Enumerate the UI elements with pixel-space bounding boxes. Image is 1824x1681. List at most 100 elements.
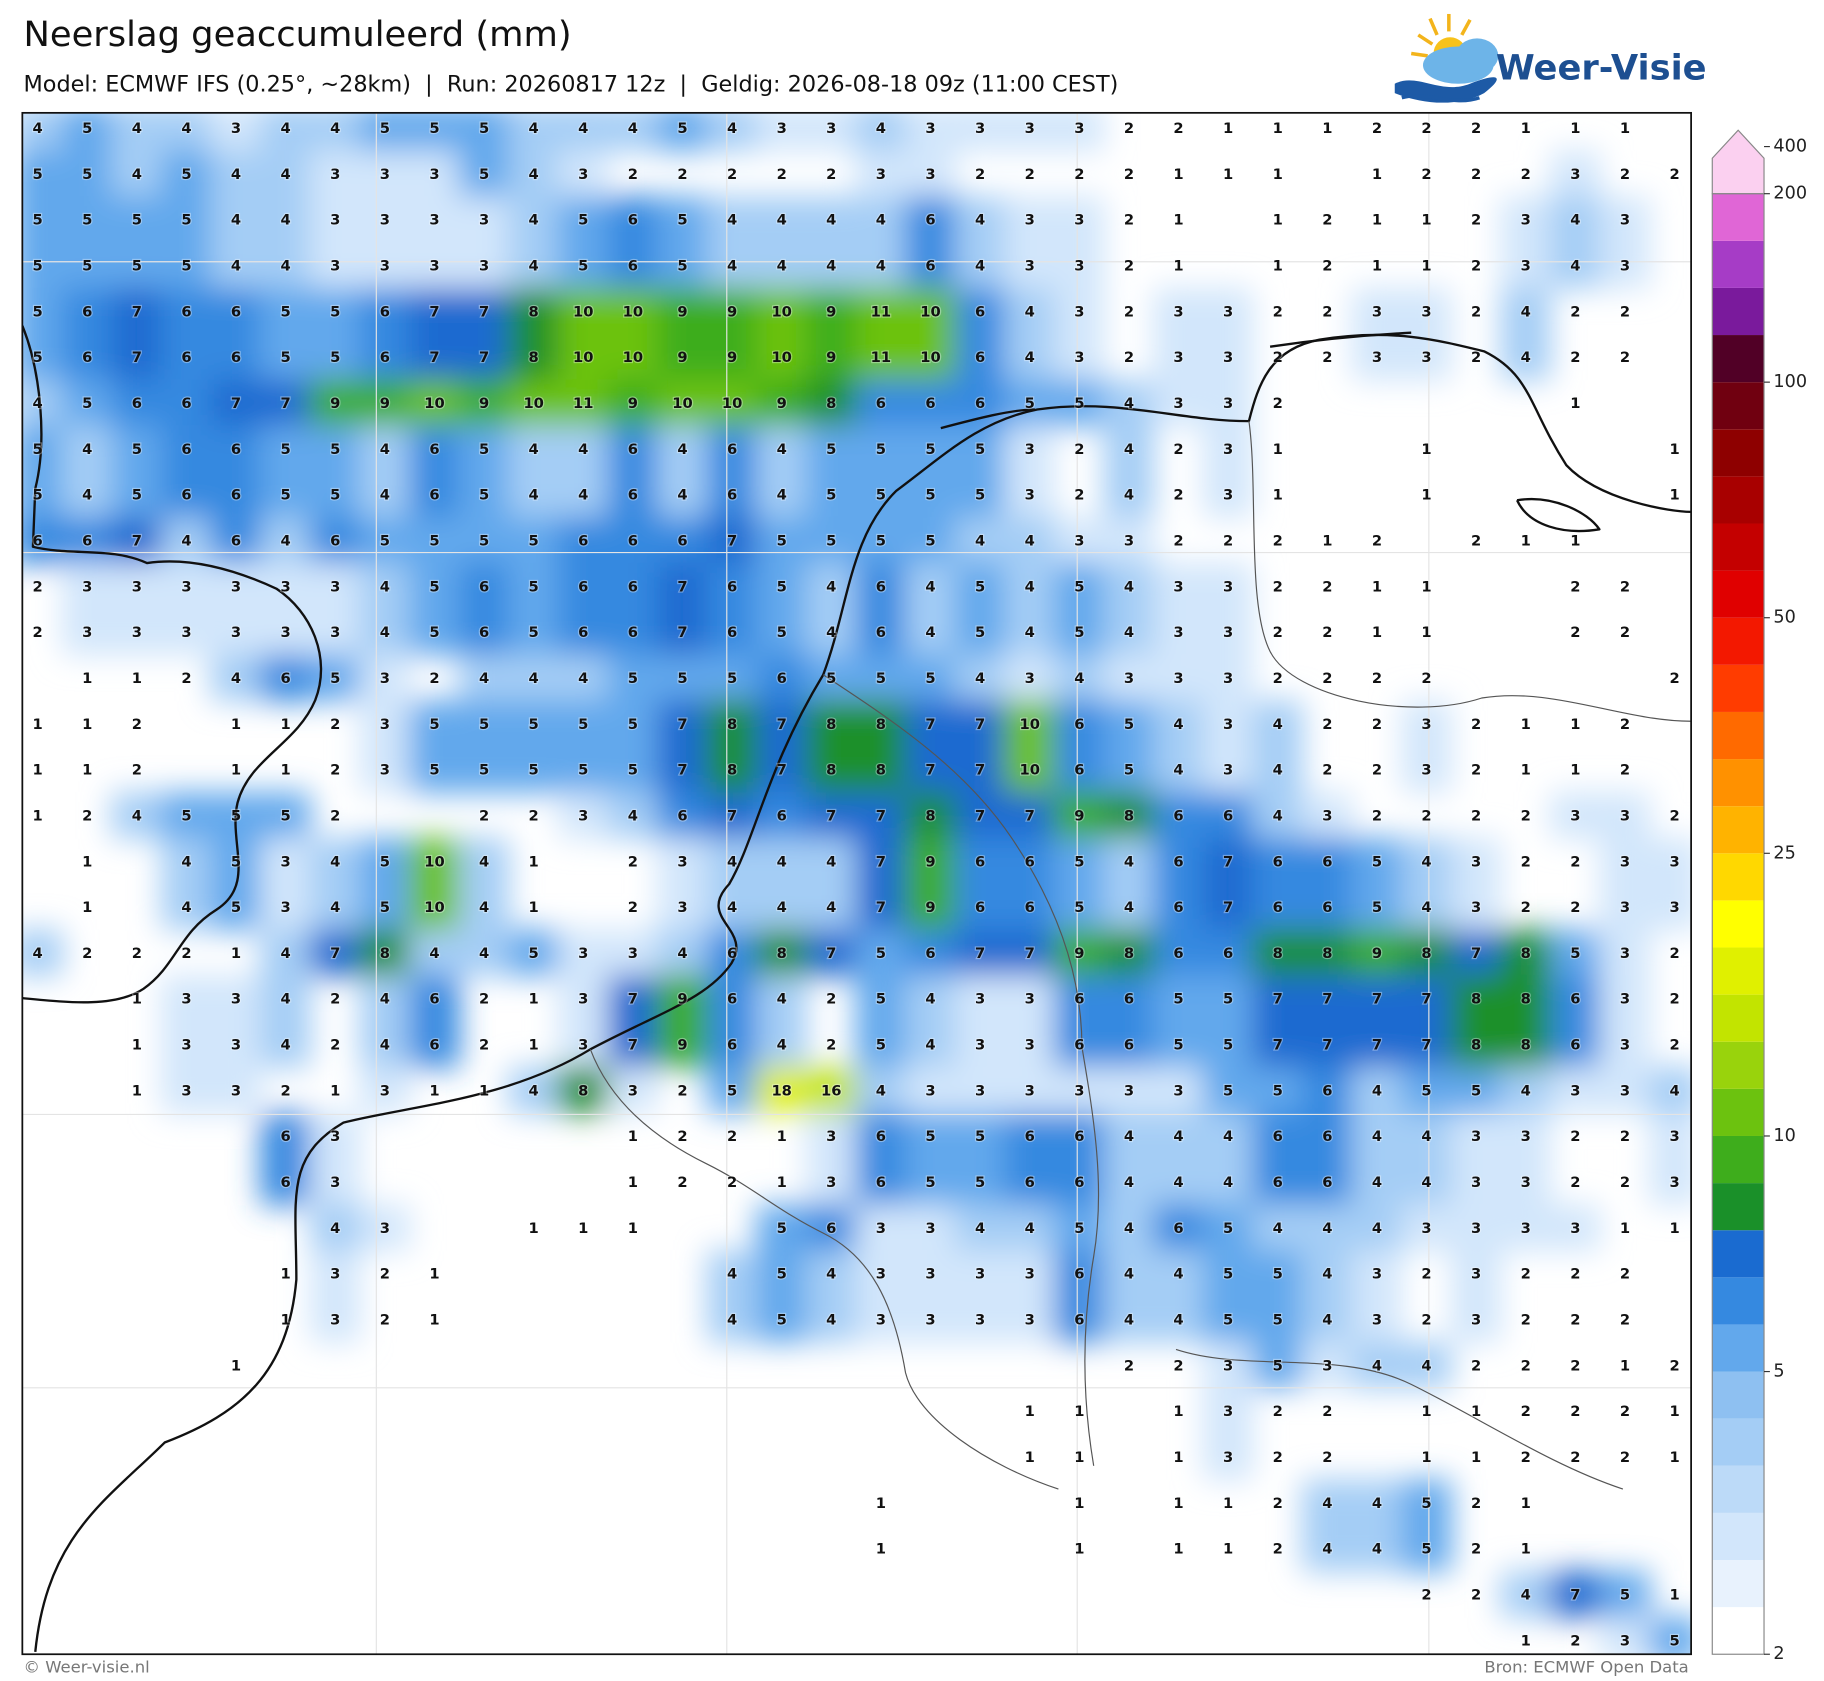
precip-cell [657,425,708,473]
precip-cell [309,425,361,473]
precip-value: 10 [424,899,444,916]
precip-cell [1004,745,1056,793]
precip-value: 2 [1124,303,1134,320]
precip-value: 4 [1372,1082,1382,1099]
precip-value: 3 [1173,395,1183,412]
precip-cell [1004,1020,1056,1068]
precip-value: 4 [1322,1312,1332,1329]
precip-value: 4 [876,1082,886,1099]
precip-cell [905,196,956,244]
precip-value: 3 [380,1220,390,1237]
precip-value: 2 [1570,1403,1580,1420]
precip-cell [657,700,708,748]
precip-value: 3 [1322,808,1332,825]
precip-cell [905,1020,956,1068]
precip-cell [607,791,659,839]
precip-value: 8 [1322,945,1332,962]
precip-value: 2 [1173,533,1183,550]
precip-value: 5 [1620,1587,1630,1604]
precip-cell [1301,1158,1353,1206]
precip-value: 9 [677,1037,687,1054]
precip-cell [607,471,659,519]
precip-value: 5 [82,212,92,229]
precip-value: 4 [975,1220,985,1237]
precip-value: 2 [1372,533,1382,550]
precip-value: 2 [1620,1174,1630,1191]
precip-cell [458,929,510,977]
precip-cell [309,1295,361,1343]
precip-cell [1202,1066,1254,1114]
precip-cell [458,425,510,473]
precip-value: 4 [181,899,191,916]
precip-value: 1 [1570,716,1580,733]
precip-value: 1 [1173,1449,1183,1466]
precip-value: 3 [1223,716,1233,733]
precip-value: 1 [429,1082,439,1099]
precip-value: 6 [181,487,191,504]
precip-value: 2 [1471,533,1481,550]
precip-value: 6 [231,533,241,550]
precip-cell [22,379,64,427]
precip-cell [359,287,411,335]
precip-cell [1053,1158,1105,1206]
precip-cell [359,883,411,931]
precip-value: 8 [1421,945,1431,962]
precip-cell [756,1066,808,1114]
precip-value: 2 [1570,1357,1580,1374]
precip-value: 7 [231,395,241,412]
precip-cell [756,837,808,885]
precip-value: 5 [1421,1541,1431,1558]
precip-cell [1351,975,1403,1023]
precip-cell [1500,333,1552,381]
precip-value: 3 [330,1174,340,1191]
precip-value: 1 [281,1266,291,1283]
precip-cell [855,1204,907,1252]
precip-value: 4 [529,212,539,229]
precip-value: 4 [231,166,241,183]
precip-value: 5 [82,166,92,183]
precip-value: 3 [380,212,390,229]
precip-cell [706,287,758,335]
precip-value: 1 [1421,578,1431,595]
precip-value: 3 [380,670,390,687]
precip-value: 1 [1273,212,1283,229]
precip-value: 6 [479,578,489,595]
precip-value: 5 [777,578,787,595]
precip-cell [210,608,262,656]
precip-value: 3 [330,578,340,595]
precip-cell [161,241,212,289]
precip-cell [1401,883,1452,931]
precip-value: 5 [1223,991,1233,1008]
precip-value: 1 [231,716,241,733]
precip-value: 3 [380,166,390,183]
coastline-islands [940,331,1601,533]
precip-value: 2 [1322,578,1332,595]
precip-cell [210,975,262,1023]
precip-value: 6 [975,303,985,320]
precip-value: 3 [380,1082,390,1099]
precip-value: 4 [529,441,539,458]
precip-value: 1 [1669,1403,1679,1420]
precip-cell [805,791,857,839]
precip-value: 6 [1173,853,1183,870]
precip-cell [409,837,460,885]
precip-cell [905,1112,956,1160]
precip-value: 2 [826,991,836,1008]
precip-value: 5 [479,120,489,137]
precip-cell [905,1250,956,1298]
precip-value: 5 [1372,853,1382,870]
precip-value: 5 [479,166,489,183]
precip-value: 5 [529,945,539,962]
precip-cell [1401,700,1452,748]
precip-value: 3 [975,1266,985,1283]
precip-cell [1450,1204,1502,1252]
precip-value: 4 [1074,670,1084,687]
precip-value: 3 [876,1266,886,1283]
precip-value: 2 [33,624,43,641]
precip-value: 2 [1471,1495,1481,1512]
precip-cell [905,975,956,1023]
precip-cell [1401,1112,1452,1160]
precip-cell [409,745,460,793]
precip-value: 3 [1471,853,1481,870]
precip-value: 4 [1025,578,1035,595]
